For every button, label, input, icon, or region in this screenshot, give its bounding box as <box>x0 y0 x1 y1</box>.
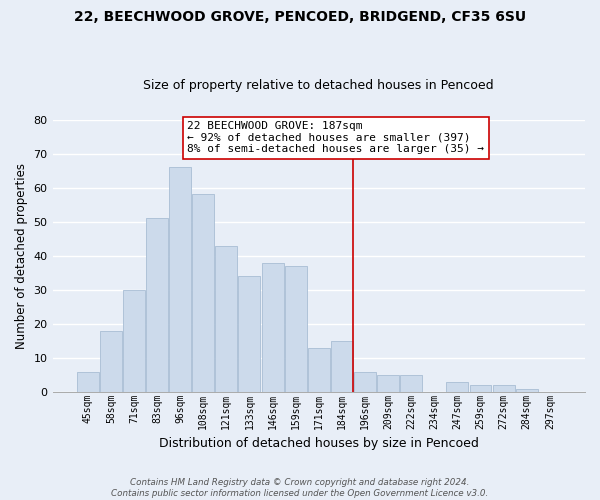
Bar <box>516 388 538 392</box>
Text: Contains HM Land Registry data © Crown copyright and database right 2024.
Contai: Contains HM Land Registry data © Crown c… <box>112 478 488 498</box>
Bar <box>238 276 260 392</box>
Bar <box>308 348 330 392</box>
Bar <box>146 218 168 392</box>
Bar <box>331 341 353 392</box>
Bar <box>169 167 191 392</box>
Bar <box>493 385 515 392</box>
Bar <box>400 375 422 392</box>
Bar <box>77 372 98 392</box>
Bar <box>215 246 238 392</box>
Bar <box>377 375 399 392</box>
Bar <box>446 382 469 392</box>
Bar <box>100 330 122 392</box>
Bar <box>354 372 376 392</box>
Title: Size of property relative to detached houses in Pencoed: Size of property relative to detached ho… <box>143 79 494 92</box>
Y-axis label: Number of detached properties: Number of detached properties <box>15 163 28 349</box>
Bar <box>192 194 214 392</box>
Bar <box>123 290 145 392</box>
Bar <box>284 266 307 392</box>
Bar <box>262 262 284 392</box>
Text: 22 BEECHWOOD GROVE: 187sqm
← 92% of detached houses are smaller (397)
8% of semi: 22 BEECHWOOD GROVE: 187sqm ← 92% of deta… <box>187 122 484 154</box>
X-axis label: Distribution of detached houses by size in Pencoed: Distribution of detached houses by size … <box>159 437 479 450</box>
Text: 22, BEECHWOOD GROVE, PENCOED, BRIDGEND, CF35 6SU: 22, BEECHWOOD GROVE, PENCOED, BRIDGEND, … <box>74 10 526 24</box>
Bar <box>470 385 491 392</box>
